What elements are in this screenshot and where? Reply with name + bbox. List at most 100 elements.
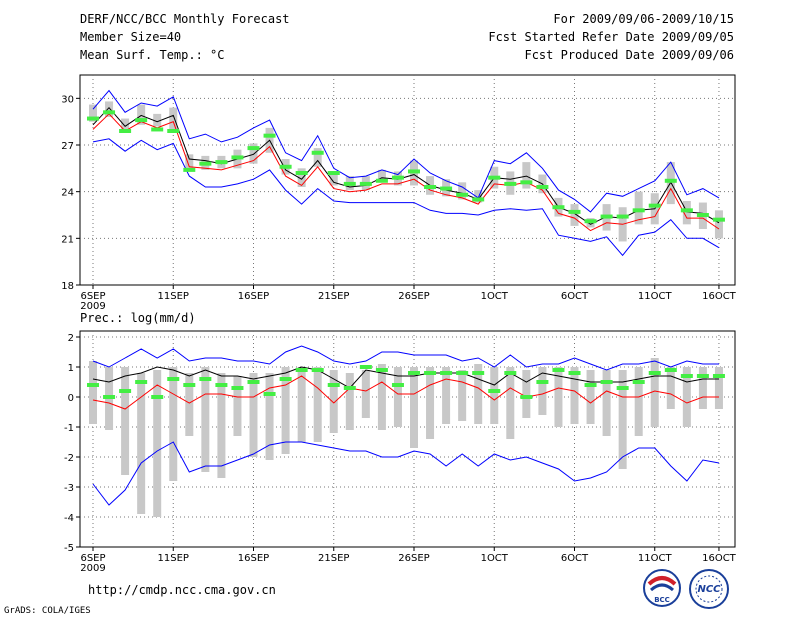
prec-spread-bar (490, 367, 499, 424)
temp-xtick-label: 1OCT (481, 291, 509, 302)
prec-spread-bar (570, 367, 579, 424)
temp-climatology-marker (103, 110, 116, 115)
prec-climatology-marker (504, 371, 517, 375)
prec-line-ensemble-min (92, 441, 720, 506)
temp-xtick-label: 26SEP (398, 291, 429, 302)
temp-climatology-marker (536, 185, 549, 189)
source-url[interactable]: http://cmdp.ncc.cma.gov.cn (88, 583, 276, 597)
temp-climatology-marker (552, 205, 565, 210)
ncc-logo-text: NCC (697, 584, 721, 595)
prec-line-ensemble-median (92, 375, 719, 410)
prec-climatology-marker (87, 383, 99, 387)
temp-climatology-marker (119, 129, 132, 133)
temp-spread-bar (313, 148, 322, 167)
temp-frame (79, 74, 736, 286)
temp-climatology-marker (279, 164, 292, 169)
prec-climatology-marker (167, 377, 180, 381)
prec-spread-bar (474, 364, 483, 424)
prec-climatology-marker (632, 380, 645, 384)
temp-line-ensemble-median (92, 113, 720, 232)
grads-credit: GrADS: COLA/IGES (4, 606, 91, 616)
temp-ytick-label: 21 (61, 234, 74, 245)
prec-spread-bar (137, 373, 146, 514)
prec-xtick-label: 11OCT (638, 553, 673, 564)
prec-spread-bar (666, 367, 675, 409)
prec-line-ensemble-max (92, 345, 719, 371)
prec-frame (79, 330, 736, 548)
prec-ytick-label: -2 (64, 453, 74, 464)
temp-climatology-marker (648, 203, 661, 208)
temp-climatology-marker (520, 180, 533, 185)
prec-spread-bar (361, 370, 370, 418)
prec-spread-bar (442, 367, 451, 424)
prec-climatology-marker (488, 389, 501, 393)
prec-spread-bar (682, 367, 691, 427)
temp-climatology-marker (424, 185, 437, 189)
prec-xtick-label: 6OCT (561, 553, 589, 564)
prec-spread-bar (265, 373, 274, 460)
prec-climatology-marker (552, 368, 565, 372)
prec-xtick-year: 2009 (80, 563, 105, 574)
prec-climatology-marker (568, 371, 581, 375)
prec-spread-bar (522, 370, 531, 418)
prec-climatology-marker (263, 392, 276, 396)
temp-spread-bar (169, 107, 178, 133)
prec-climatology-marker (231, 386, 244, 390)
prec-ytick-label: 0 (68, 393, 74, 404)
temp-climatology-marker (295, 171, 308, 175)
prec-spread-bar (89, 361, 97, 424)
temp-spread-bar (89, 104, 97, 122)
prec-climatology-marker (600, 380, 613, 384)
member-size: Member Size=40 (80, 30, 182, 44)
variable-label: Mean Surf. Temp.: °C (80, 48, 225, 62)
prec-spread-bar (153, 370, 162, 517)
prec-spread-bar (393, 367, 402, 427)
temp-spread-bar (682, 201, 691, 225)
temp-climatology-marker (616, 214, 629, 219)
prec-climatology-marker (440, 371, 453, 375)
temp-xtick-label: 21SEP (318, 291, 349, 302)
temp-xtick-label: 11OCT (638, 291, 673, 302)
temp-line-ensemble-min (92, 138, 720, 257)
temp-climatology-marker (231, 155, 244, 160)
temp-climatology-marker (359, 181, 372, 186)
prec-spread-bar (506, 367, 515, 439)
prec-climatology-marker (616, 386, 629, 390)
prec-spread-bar (714, 367, 723, 409)
temp-climatology-marker (311, 150, 324, 155)
prec-ytick-label: -3 (64, 483, 74, 494)
prec-spread-bar (634, 367, 643, 436)
temp-spread-bar (329, 173, 338, 186)
temp-climatology-marker (568, 209, 581, 214)
prec-climatology-marker (103, 395, 116, 399)
temp-climatology-marker (680, 208, 693, 213)
temp-ytick-label: 30 (61, 94, 74, 105)
forecast-produced-date: Fcst Produced Date 2009/09/06 (524, 48, 734, 62)
temp-xtick-label: 11SEP (158, 291, 189, 302)
prec-spread-bar (249, 373, 258, 457)
bcc-logo: BCC (643, 569, 681, 607)
temp-xtick-label: 6SEP (80, 291, 105, 302)
prec-climatology-marker (664, 368, 677, 372)
temp-climatology-marker (167, 129, 180, 133)
prec-ytick-label: -5 (64, 543, 74, 554)
prec-climatology-marker (247, 380, 260, 384)
prec-climatology-marker (712, 374, 725, 378)
prec-climatology-marker (584, 383, 597, 387)
temp-line-ensemble-mean (92, 106, 720, 225)
temp-climatology-marker (199, 161, 212, 166)
prec-climatology-marker (199, 377, 212, 381)
prec-spread-bar (281, 367, 290, 454)
bcc-logo-text: BCC (654, 596, 670, 604)
prec-spread-bar (698, 367, 707, 409)
prec-xtick-label: 16SEP (238, 553, 269, 564)
prec-spread-bar (650, 358, 659, 427)
temp-climatology-marker (263, 133, 276, 138)
temp-climatology-marker (343, 181, 356, 186)
prec-climatology-marker (408, 371, 420, 375)
prec-spread-bar (297, 367, 306, 442)
temp-climatology-marker (215, 160, 228, 165)
